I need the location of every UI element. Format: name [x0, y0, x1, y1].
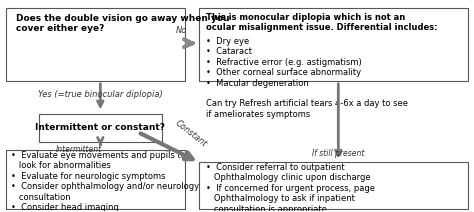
- FancyBboxPatch shape: [39, 114, 162, 142]
- Text: If still present: If still present: [312, 149, 365, 158]
- Text: This is monocular diplopia which is not an
ocular misalignment issue. Differenti: This is monocular diplopia which is not …: [206, 13, 438, 32]
- FancyBboxPatch shape: [6, 150, 185, 209]
- FancyBboxPatch shape: [6, 8, 185, 81]
- Text: Constant: Constant: [173, 118, 209, 148]
- FancyBboxPatch shape: [199, 162, 468, 209]
- Text: Intermittent: Intermittent: [56, 145, 102, 154]
- Text: •  Dry eye
•  Cataract
•  Refractive error (e.g. astigmatism)
•  Other corneal s: • Dry eye • Cataract • Refractive error …: [206, 37, 409, 119]
- Text: •  Evaluate eye movements and pupils to
   look for abnormalities
•  Evaluate fo: • Evaluate eye movements and pupils to l…: [11, 151, 199, 212]
- FancyBboxPatch shape: [199, 8, 468, 81]
- Text: Yes (=true binocular diplopia): Yes (=true binocular diplopia): [38, 90, 163, 99]
- Text: Intermittent or constant?: Intermittent or constant?: [36, 123, 165, 132]
- Text: Does the double vision go away when you
cover either eye?: Does the double vision go away when you …: [16, 14, 229, 33]
- Text: No: No: [176, 26, 188, 35]
- Text: •  Consider referral to outpatient
   Ophthalmology clinic upon discharge
•  If : • Consider referral to outpatient Ophtha…: [206, 163, 375, 212]
